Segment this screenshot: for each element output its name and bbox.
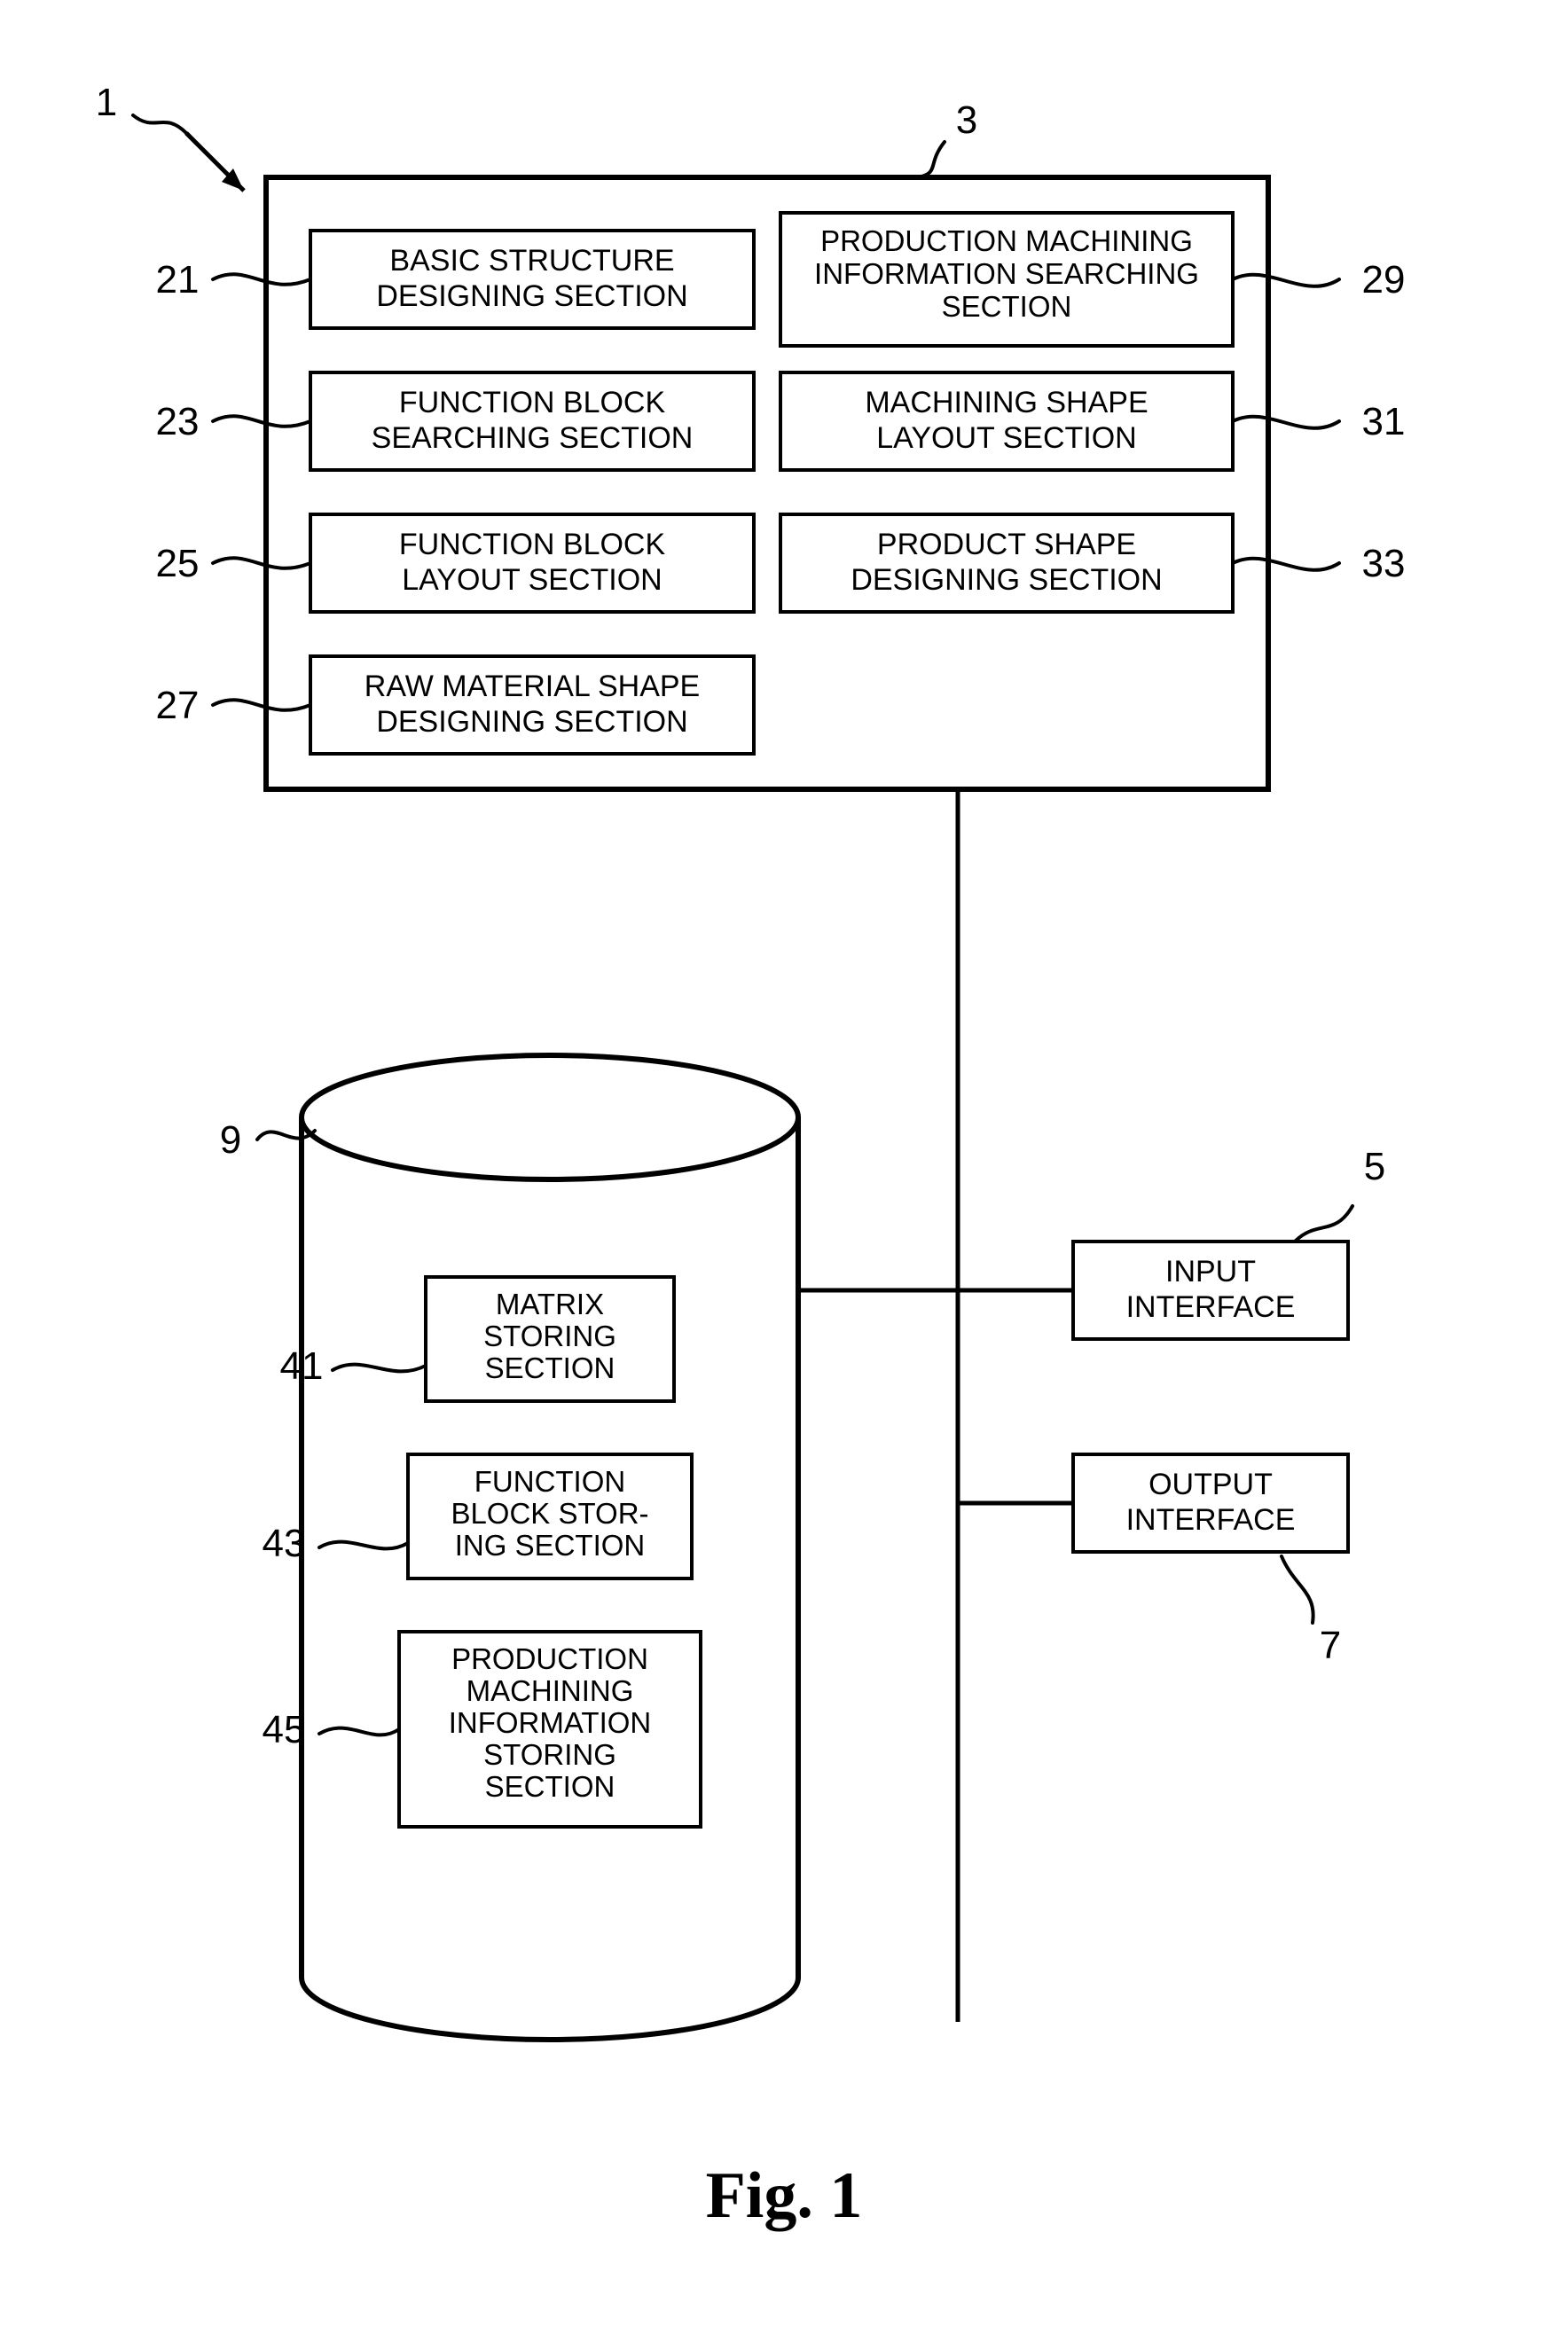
svg-text:LAYOUT SECTION: LAYOUT SECTION: [876, 421, 1136, 455]
svg-text:41: 41: [280, 1344, 324, 1388]
svg-text:RAW MATERIAL SHAPE: RAW MATERIAL SHAPE: [365, 670, 700, 703]
svg-text:23: 23: [156, 400, 200, 443]
svg-text:FUNCTION BLOCK: FUNCTION BLOCK: [399, 528, 666, 561]
squiggle-23: [213, 416, 310, 427]
svg-text:LAYOUT SECTION: LAYOUT SECTION: [402, 563, 662, 597]
squiggle-7: [1282, 1556, 1313, 1623]
svg-text:INPUT: INPUT: [1165, 1255, 1256, 1289]
box-25: FUNCTION BLOCK LAYOUT SECTION: [310, 514, 754, 612]
svg-text:PRODUCTION MACHINING: PRODUCTION MACHINING: [820, 224, 1193, 257]
svg-text:31: 31: [1362, 400, 1406, 443]
svg-text:SEARCHING SECTION: SEARCHING SECTION: [372, 421, 694, 455]
svg-text:INTERFACE: INTERFACE: [1126, 1290, 1296, 1324]
svg-text:7: 7: [1320, 1624, 1341, 1667]
right-refs: 29 31 33: [1233, 258, 1405, 585]
svg-text:SECTION: SECTION: [485, 1351, 615, 1384]
svg-text:OUTPUT: OUTPUT: [1149, 1468, 1273, 1501]
box-33: PRODUCT SHAPE DESIGNING SECTION: [780, 514, 1233, 612]
svg-text:ING SECTION: ING SECTION: [455, 1529, 646, 1562]
svg-text:45: 45: [263, 1708, 306, 1751]
squiggle-5: [1295, 1206, 1352, 1242]
cyl-box-43: FUNCTION BLOCK STOR- ING SECTION: [408, 1454, 692, 1578]
svg-text:DESIGNING SECTION: DESIGNING SECTION: [851, 563, 1162, 597]
svg-text:DESIGNING SECTION: DESIGNING SECTION: [376, 279, 687, 313]
squiggle-33: [1233, 559, 1339, 570]
left-refs: 21 23 25 27: [156, 258, 310, 727]
squiggle-3: [918, 142, 945, 177]
svg-text:1: 1: [96, 81, 117, 124]
box-21: BASIC STRUCTURE DESIGNING SECTION: [310, 231, 754, 328]
box-23: FUNCTION BLOCK SEARCHING SECTION: [310, 372, 754, 470]
svg-text:9: 9: [220, 1118, 241, 1162]
ref-system: 1: [96, 81, 244, 191]
squiggle-27: [213, 700, 310, 710]
squiggle-1: [133, 115, 186, 133]
svg-text:PRODUCTION: PRODUCTION: [451, 1642, 648, 1675]
ref-input: 5: [1295, 1145, 1385, 1242]
ref-output: 7: [1282, 1556, 1341, 1667]
svg-text:33: 33: [1362, 542, 1406, 585]
svg-text:MACHINING: MACHINING: [466, 1674, 634, 1707]
svg-text:FUNCTION BLOCK: FUNCTION BLOCK: [399, 386, 666, 419]
svg-text:INTERFACE: INTERFACE: [1126, 1503, 1296, 1537]
svg-text:27: 27: [156, 684, 200, 727]
svg-text:SECTION: SECTION: [942, 290, 1072, 323]
squiggle-31: [1233, 417, 1339, 428]
svg-text:43: 43: [263, 1522, 306, 1565]
squiggle-29: [1233, 275, 1339, 286]
output-interface: OUTPUT INTERFACE: [1073, 1454, 1348, 1552]
svg-text:3: 3: [956, 98, 977, 142]
right-column: PRODUCTION MACHINING INFORMATION SEARCHI…: [780, 213, 1233, 612]
svg-text:MATRIX: MATRIX: [496, 1288, 604, 1320]
svg-text:FUNCTION: FUNCTION: [474, 1465, 625, 1498]
svg-text:DESIGNING SECTION: DESIGNING SECTION: [376, 705, 687, 739]
svg-text:PRODUCT SHAPE: PRODUCT SHAPE: [877, 528, 1136, 561]
box-27: RAW MATERIAL SHAPE DESIGNING SECTION: [310, 656, 754, 754]
svg-text:STORING: STORING: [483, 1738, 616, 1771]
svg-text:INFORMATION: INFORMATION: [449, 1706, 652, 1739]
svg-text:INFORMATION SEARCHING: INFORMATION SEARCHING: [814, 257, 1199, 290]
svg-text:SECTION: SECTION: [485, 1770, 615, 1803]
svg-text:BLOCK STOR-: BLOCK STOR-: [451, 1497, 648, 1530]
svg-text:25: 25: [156, 542, 200, 585]
cyl-box-45: PRODUCTION MACHINING INFORMATION STORING…: [399, 1632, 701, 1827]
svg-text:STORING: STORING: [483, 1320, 616, 1352]
squiggle-25: [213, 558, 310, 568]
cyl-box-41: MATRIX STORING SECTION: [426, 1277, 674, 1401]
svg-text:BASIC STRUCTURE: BASIC STRUCTURE: [389, 244, 674, 278]
svg-text:MACHINING SHAPE: MACHINING SHAPE: [865, 386, 1148, 419]
ref-main-unit: 3: [918, 98, 977, 177]
svg-text:21: 21: [156, 258, 200, 302]
input-interface: INPUT INTERFACE: [1073, 1242, 1348, 1339]
svg-text:29: 29: [1362, 258, 1406, 302]
squiggle-21: [213, 274, 310, 285]
box-29: PRODUCTION MACHINING INFORMATION SEARCHI…: [780, 213, 1233, 346]
left-column: BASIC STRUCTURE DESIGNING SECTION FUNCTI…: [310, 231, 754, 754]
figure-caption: Fig. 1: [706, 2159, 863, 2232]
box-31: MACHINING SHAPE LAYOUT SECTION: [780, 372, 1233, 470]
svg-text:5: 5: [1364, 1145, 1385, 1188]
